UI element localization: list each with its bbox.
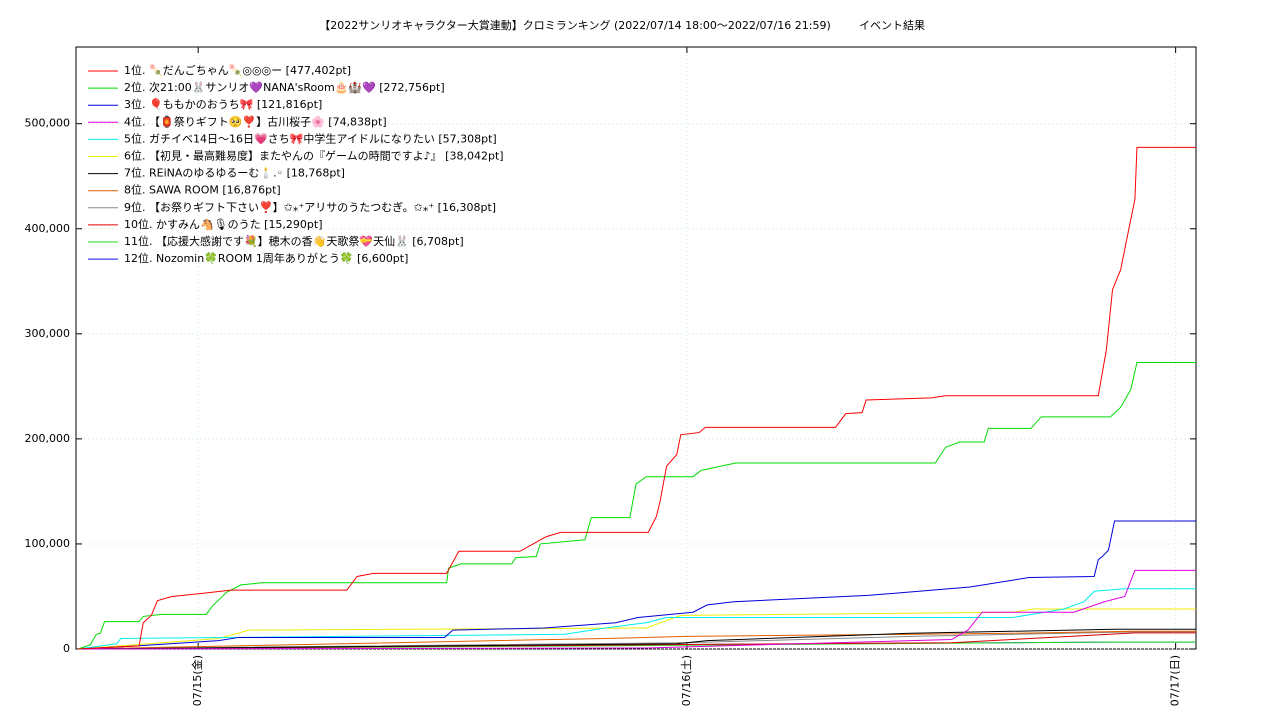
legend-label: 1位. 🍡だんごちゃん🍡◎◎◎ー [477,402pt] xyxy=(124,63,351,77)
legend-label: 8位. SAWA ROOM [16,876pt] xyxy=(124,183,281,197)
y-tick-label: 300,000 xyxy=(25,327,71,340)
chart-title: 【2022サンリオキャラクター大賞連動】クロミランキング (2022/07/14… xyxy=(319,18,831,32)
x-tick-label: 07/15(金) xyxy=(190,655,204,706)
y-tick-label: 0 xyxy=(63,642,70,655)
series-line xyxy=(78,520,1196,650)
legend-label: 11位. 【応援大感謝です💐】穂木の香👋天歌祭💝天仙🐰 [6,708pt] xyxy=(124,234,464,248)
y-tick-label: 100,000 xyxy=(25,537,71,550)
series-line xyxy=(78,628,1196,650)
series-line xyxy=(78,569,1196,650)
legend-label: 9位. 【お祭りギフト下さい❣️】✩⁎⁺アリサのうたつむぎ。✩⁎⁺ [16,30… xyxy=(124,200,496,214)
legend-label: 3位. 🎈ももかのおうち🎀 [121,816pt] xyxy=(124,97,322,111)
legend-label: 5位. ガチイベ14日〜16日💗さち🎀中学生アイドルになりたい [57,308p… xyxy=(124,131,497,145)
legend-label: 6位. 【初見・最高難易度】またやんの『ゲームの時間ですよ♪』 [38,042p… xyxy=(124,149,504,163)
legend-label: 10位. かすみん🐴🎙のうた [15,290pt] xyxy=(124,217,323,231)
y-tick-label: 200,000 xyxy=(25,432,71,445)
y-tick-label: 500,000 xyxy=(25,117,71,130)
series-line xyxy=(78,630,1196,650)
series-line xyxy=(78,632,1196,650)
series-line xyxy=(78,146,1196,650)
series-line xyxy=(77,588,1196,650)
x-tick-label: 07/17(日) xyxy=(1169,655,1182,706)
y-tick-label: 400,000 xyxy=(25,222,71,235)
x-tick-label: 07/16(土) xyxy=(680,655,693,706)
legend-label: 7位. REiNAのゆるゆるーむ🕯️.◦ [18,768pt] xyxy=(124,166,345,180)
legend-label: 4位. 【🏮祭りギフト🥺❣️】古川桜子🌸 [74,838pt] xyxy=(124,114,387,128)
chart-subtitle: イベント結果 xyxy=(859,18,925,32)
series-line xyxy=(77,361,1196,650)
legend-label: 12位. Nozomin🍀ROOM 1周年ありがとう🍀 [6,600pt] xyxy=(124,251,408,265)
legend-label: 2位. 次21:00🐰サンリオ💜NANA'sRoom🎂🏰💜 [272,756pt… xyxy=(124,80,445,94)
series-line xyxy=(78,631,1196,650)
